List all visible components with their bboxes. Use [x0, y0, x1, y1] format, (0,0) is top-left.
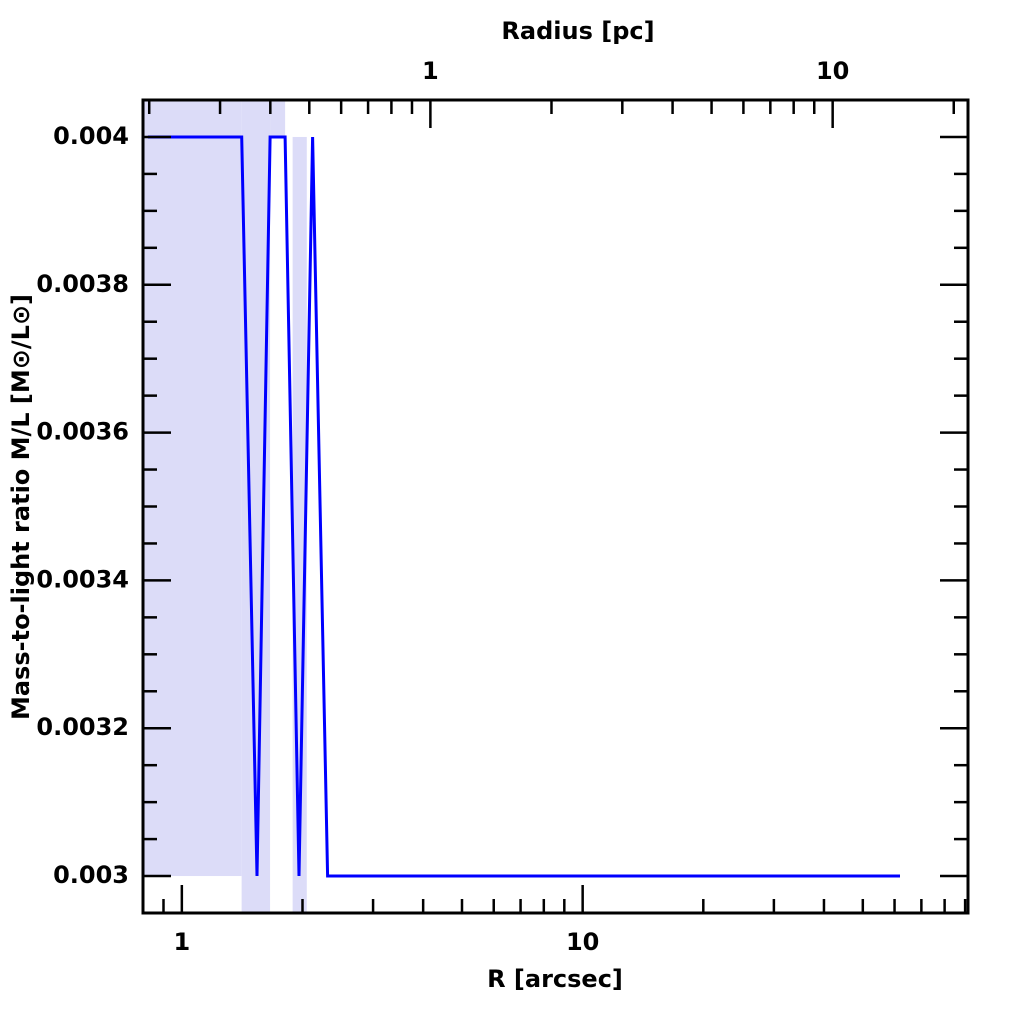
data-line — [147, 135, 900, 878]
y-tick-label: 0.0034 — [36, 565, 129, 593]
y-tick-label: 0.0038 — [36, 270, 129, 298]
top-tick-label: 10 — [816, 57, 849, 85]
x-tick-label: 10 — [566, 928, 599, 956]
x-axis-label: R [arcsec] — [487, 965, 623, 993]
band-layer — [143, 100, 307, 913]
uncertainty-band — [270, 100, 286, 137]
x-tick-label: 1 — [173, 928, 190, 956]
uncertainty-band — [143, 100, 242, 877]
y-tick-label: 0.004 — [53, 122, 129, 150]
y-tick-label: 0.0036 — [36, 418, 129, 446]
top-tick-label: 1 — [422, 57, 439, 85]
line-layer — [147, 135, 900, 878]
top-axis-label: Radius [pc] — [501, 17, 654, 45]
y-axis-label: Mass-to-light ratio M/L [M⊙/L⊙] — [7, 294, 35, 720]
y-tick-label: 0.0032 — [36, 713, 129, 741]
y-tick-label: 0.003 — [53, 861, 129, 889]
